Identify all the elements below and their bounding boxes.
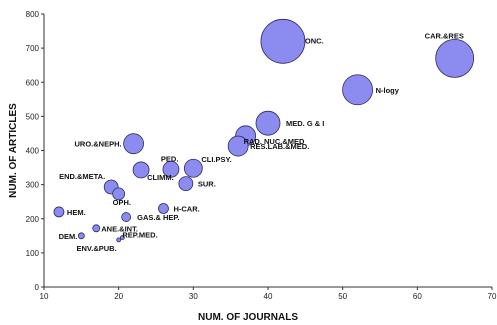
bubble <box>178 176 194 192</box>
x-tick-label: 30 <box>189 292 198 301</box>
bubbles <box>53 18 475 243</box>
y-tick-label: 800 <box>26 10 40 19</box>
bubble-label: REP.MED. <box>122 231 157 240</box>
bubble-label: GAS.& HEP. <box>137 213 179 222</box>
bubble <box>162 160 180 178</box>
bubble <box>116 237 122 243</box>
bubble <box>120 235 125 240</box>
bubble-label: DEM. <box>59 232 78 241</box>
bubble-label: URO.&NEPH. <box>75 140 122 149</box>
bubble <box>132 161 150 179</box>
bubble-label: OPH. <box>113 198 131 207</box>
bubble-label: ONC. <box>305 36 324 45</box>
bubble-label: PED. <box>161 154 179 163</box>
y-tick-label: 0 <box>35 283 40 292</box>
bubble <box>435 38 475 78</box>
bubble-label: N-logy <box>376 86 400 95</box>
x-tick-label: 60 <box>413 292 422 301</box>
y-tick-label: 700 <box>26 44 40 53</box>
x-tick-label: 70 <box>488 292 497 301</box>
x-ticks: 10 20 30 40 50 60 70 <box>40 287 497 301</box>
bubble-label: SUR. <box>198 180 216 189</box>
bubble-label: ANE.&INT. <box>101 224 138 233</box>
bubble <box>92 224 101 233</box>
y-axis-title: NUM. OF ARTICLES <box>8 103 19 198</box>
y-tick-label: 500 <box>26 112 40 121</box>
bubble-label: H-CAR. <box>173 205 199 214</box>
bubble <box>77 232 85 240</box>
bubble-label: HEM. <box>67 208 86 217</box>
bubble-label: END.&META. <box>59 172 105 181</box>
bubble-label: RES.LAB.&MED. <box>250 142 309 151</box>
x-axis-title: NUM. OF JOURNALS <box>198 312 298 323</box>
x-tick-label: 20 <box>114 292 123 301</box>
bubble-label: CLIMM. <box>147 173 174 182</box>
x-tick-label: 50 <box>338 292 347 301</box>
y-tick-label: 600 <box>26 78 40 87</box>
bubble <box>121 212 132 222</box>
bubble <box>112 187 126 201</box>
bubble-label: ENV.&PUB. <box>77 244 117 253</box>
point-labels: CAR.&RES ONC. N-logy MED. G & I RAD. NUC.&ME… <box>59 31 464 253</box>
y-tick-label: 300 <box>26 181 40 190</box>
bubble <box>227 135 249 157</box>
bubble <box>53 206 65 218</box>
y-ticks: 0 100 200 300 400 500 600 700 800 <box>26 10 44 292</box>
bubble <box>158 203 169 214</box>
bubble <box>255 110 281 136</box>
bubble <box>123 133 145 155</box>
bubble <box>183 158 203 178</box>
y-tick-label: 100 <box>26 249 40 258</box>
bubble <box>260 18 306 64</box>
y-tick-label: 200 <box>26 215 40 224</box>
bubble-label: MED. G & I <box>286 119 324 128</box>
bubble-label: CAR.&RES <box>425 31 464 40</box>
bubble-label: RAD. NUC.&MED <box>244 137 305 146</box>
y-tick-label: 400 <box>26 147 40 156</box>
bubble <box>342 74 374 106</box>
x-tick-label: 40 <box>264 292 273 301</box>
x-tick-label: 10 <box>40 292 49 301</box>
bubble-label: CLI.PSY. <box>201 155 231 164</box>
